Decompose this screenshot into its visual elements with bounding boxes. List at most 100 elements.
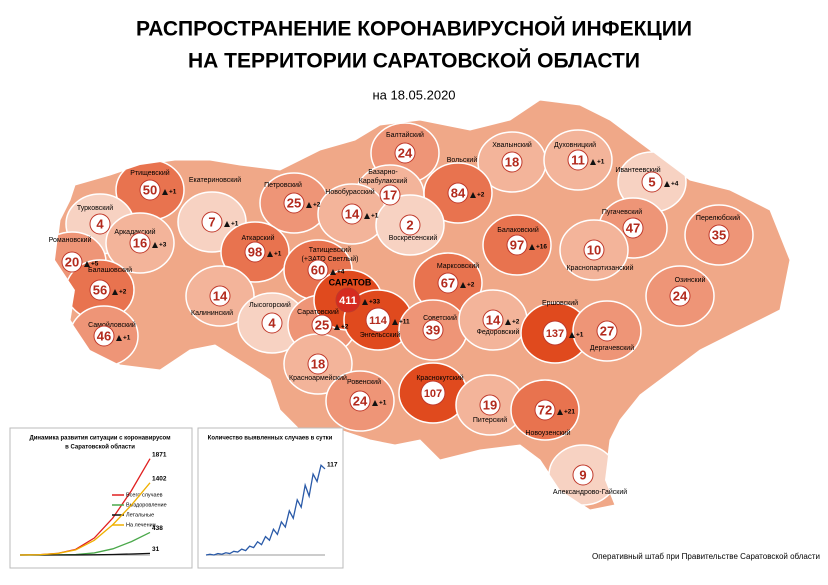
district-name: Перелюбский — [696, 214, 740, 222]
district-name: Краснокутский — [416, 374, 463, 382]
district-name: Питерский — [473, 416, 507, 424]
count-marker — [399, 214, 421, 236]
chart-frame — [197, 427, 344, 569]
count-label: 46 — [97, 328, 111, 343]
count-label: 18 — [311, 356, 325, 371]
count-marker — [209, 285, 231, 307]
count-marker — [89, 213, 111, 235]
delta-arrow — [267, 251, 273, 257]
count-label: 25 — [315, 317, 329, 332]
district-name: Балашовский — [88, 266, 132, 274]
delta-label: +2 — [341, 324, 349, 331]
count-label: 4 — [96, 216, 104, 231]
legend-label: Летальные — [126, 512, 154, 518]
count-label: 25 — [287, 195, 301, 210]
district-name: Пугачевский — [602, 208, 642, 216]
delta-label: +2 — [467, 282, 475, 289]
delta-label: +2 — [512, 319, 520, 326]
count-label: 411 — [339, 295, 357, 307]
count-marker — [479, 394, 501, 416]
district-name: Духовницкий — [554, 141, 596, 149]
count-label: 27 — [600, 323, 614, 338]
count-marker — [61, 251, 83, 273]
count-marker — [261, 312, 283, 334]
count-marker — [365, 307, 391, 333]
district-name: Аткарский — [241, 234, 274, 242]
delta-label: +5 — [91, 261, 99, 268]
delta-label: +33 — [369, 299, 380, 306]
district-name: Турковский — [77, 204, 113, 212]
chart-title: Динамика развития ситуации с коронавирус… — [29, 436, 171, 442]
count-marker — [596, 320, 618, 342]
district-name: Балаковский — [497, 226, 539, 234]
district-name: Саратовский — [297, 308, 339, 316]
delta-arrow — [334, 324, 340, 330]
count-marker — [129, 232, 151, 254]
count-label: 5 — [648, 174, 655, 189]
district-name: Карабулакский — [359, 177, 408, 185]
count-label: 24 — [398, 145, 413, 160]
district-name: Татищевский — [309, 246, 352, 254]
count-marker — [447, 182, 469, 204]
delta-arrow — [152, 242, 158, 248]
legend-label: На лечении — [126, 522, 156, 528]
delta-arrow — [116, 335, 122, 341]
count-marker — [307, 353, 329, 375]
delta-label: +3 — [159, 242, 167, 249]
count-marker — [501, 151, 523, 173]
district-name: Воскресенский — [389, 234, 438, 242]
count-label: 10 — [587, 242, 601, 257]
legend-label: Выздоровление — [126, 502, 167, 508]
count-marker — [542, 320, 568, 346]
delta-arrow — [590, 159, 596, 165]
count-label: 98 — [248, 244, 262, 259]
count-marker — [506, 234, 528, 256]
delta-arrow — [372, 400, 378, 406]
count-marker — [283, 192, 305, 214]
delta-arrow — [330, 269, 336, 275]
count-marker — [482, 309, 504, 331]
count-marker — [572, 464, 594, 486]
district-name: Краснопартизанский — [566, 264, 633, 272]
district-name: Калининский — [191, 309, 233, 317]
end-label: 438 — [152, 525, 163, 532]
count-marker — [244, 241, 266, 263]
count-marker — [583, 239, 605, 261]
delta-label: +2 — [119, 289, 127, 296]
district-name: Ивантеевский — [615, 166, 660, 174]
title-line: НА ТЕРРИТОРИИ САРАТОВСКОЙ ОБЛАСТИ — [188, 49, 640, 73]
delta-label: +4 — [337, 269, 345, 276]
end-label: 31 — [152, 546, 160, 553]
count-label: 16 — [133, 235, 147, 250]
count-label: 9 — [579, 467, 586, 482]
chart-frame — [9, 427, 193, 569]
count-label: 11 — [571, 152, 585, 167]
count-label: 97 — [510, 237, 524, 252]
series-line — [19, 482, 151, 556]
delta-arrow — [84, 261, 90, 267]
district-name: Ртищевский — [130, 169, 169, 177]
count-marker — [420, 380, 446, 406]
district-name: Ровенский — [347, 378, 381, 386]
district-name: Красноармейский — [289, 374, 347, 382]
delta-label: +2 — [477, 192, 485, 199]
delta-arrow — [664, 181, 670, 187]
count-marker — [669, 285, 691, 307]
count-label: 72 — [538, 402, 552, 417]
count-marker — [534, 399, 556, 421]
district-name: Романовский — [49, 236, 92, 244]
count-label: 137 — [546, 328, 564, 340]
count-marker — [93, 325, 115, 347]
count-marker — [379, 184, 401, 206]
count-marker — [567, 149, 589, 171]
delta-label: +1 — [371, 213, 379, 220]
count-marker — [89, 279, 111, 301]
count-marker — [349, 390, 371, 412]
count-marker — [641, 171, 663, 193]
count-marker — [437, 272, 459, 294]
end-label: 117 — [327, 462, 338, 469]
delta-arrow — [557, 409, 563, 415]
delta-arrow — [529, 244, 535, 250]
